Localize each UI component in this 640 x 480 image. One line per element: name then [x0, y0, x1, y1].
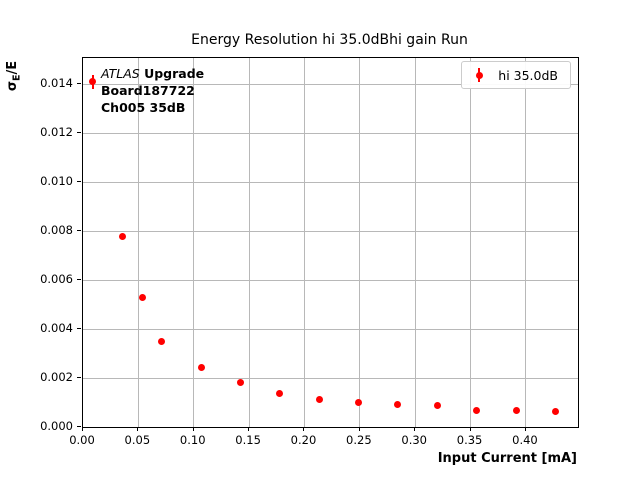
x-gridline	[470, 58, 472, 427]
data-point	[138, 293, 146, 301]
y-tick-mark	[77, 83, 81, 85]
y-axis-label-subscript: E	[11, 74, 23, 82]
x-tick-label: 0.30	[401, 433, 427, 447]
points-layer	[83, 58, 578, 427]
x-gridline	[359, 58, 361, 427]
y-tick-label: 0.012	[40, 125, 73, 140]
x-tick-mark	[82, 427, 83, 431]
x-tick-mark	[358, 427, 360, 431]
y-tick-label: 0.004	[40, 321, 73, 336]
x-tick-label: 0.00	[69, 433, 95, 447]
y-gridline	[83, 328, 578, 330]
data-point	[394, 400, 402, 408]
x-tick-label: 0.05	[124, 433, 151, 447]
y-tick-mark	[77, 230, 81, 232]
legend-errorbar-marker-icon	[472, 67, 486, 83]
x-tick-mark	[192, 427, 194, 431]
y-tick-mark	[77, 181, 81, 183]
y-tick-label: 0.014	[40, 76, 73, 91]
data-point	[433, 402, 441, 410]
annotation-upgrade: Upgrade	[139, 66, 205, 81]
data-point	[236, 379, 244, 387]
data-point	[158, 337, 166, 345]
x-gridline	[303, 58, 305, 427]
annotation-line-2: Board187722	[101, 83, 195, 98]
y-tick-mark	[77, 132, 81, 134]
data-point	[355, 399, 363, 407]
y-tick-mark	[77, 328, 81, 330]
x-tick-label: 0.35	[456, 433, 483, 447]
y-gridline	[83, 230, 578, 232]
data-point	[197, 363, 205, 371]
y-tick-label: 0.006	[40, 272, 73, 287]
y-axis-label: σE/E	[5, 46, 23, 106]
x-tick-mark	[469, 427, 471, 431]
annotation-atlas: ATLAS	[101, 66, 140, 81]
x-tick-mark	[524, 427, 526, 431]
y-axis-label-sigma: σ	[5, 81, 20, 92]
y-tick-mark	[77, 279, 81, 281]
y-gridline	[83, 377, 578, 379]
chart-title: Energy Resolution hi 35.0dBhi gain Run	[191, 32, 468, 48]
legend-label: hi 35.0dB	[498, 67, 558, 83]
data-point	[89, 78, 97, 86]
x-tick-label: 0.40	[512, 433, 538, 447]
x-tick-mark	[248, 427, 250, 431]
plot-area: ATLAS Upgrade Board187722 Ch005 35dB hi …	[82, 57, 579, 428]
x-gridline	[248, 58, 250, 427]
data-point	[315, 395, 323, 403]
data-point	[512, 406, 520, 414]
y-tick-label: 0.000	[40, 419, 73, 433]
y-gridline	[83, 279, 578, 281]
annotation-line-3: Ch005 35dB	[101, 100, 186, 115]
y-axis-label-rest: /E	[5, 60, 20, 75]
data-point	[118, 232, 126, 240]
x-tick-mark	[303, 427, 305, 431]
data-point	[473, 406, 481, 414]
x-tick-mark	[137, 427, 139, 431]
x-tick-label: 0.10	[179, 433, 206, 447]
y-gridline	[83, 83, 578, 85]
y-gridline	[83, 181, 578, 183]
x-tick-label: 0.25	[346, 433, 372, 447]
x-axis-label: Input Current [mA]	[437, 451, 577, 466]
x-tick-label: 0.15	[235, 433, 261, 447]
grid-layer	[83, 58, 578, 427]
x-gridline	[414, 58, 416, 427]
x-gridline	[525, 58, 527, 427]
y-tick-mark	[77, 377, 81, 379]
y-tick-label: 0.002	[40, 370, 73, 385]
y-tick-mark	[77, 426, 81, 427]
annotation-line-1: ATLAS Upgrade	[101, 65, 204, 82]
y-tick-label: 0.010	[40, 174, 73, 189]
x-tick-label: 0.20	[290, 433, 317, 447]
y-tick-label: 0.008	[40, 223, 73, 238]
x-gridline	[193, 58, 195, 427]
x-tick-mark	[414, 427, 416, 431]
annotation-block: ATLAS Upgrade Board187722 Ch005 35dB	[101, 65, 204, 116]
data-point	[276, 390, 284, 398]
legend: hi 35.0dB	[461, 61, 571, 89]
x-gridline	[137, 58, 139, 427]
data-point	[552, 407, 560, 415]
y-gridline	[83, 132, 578, 134]
